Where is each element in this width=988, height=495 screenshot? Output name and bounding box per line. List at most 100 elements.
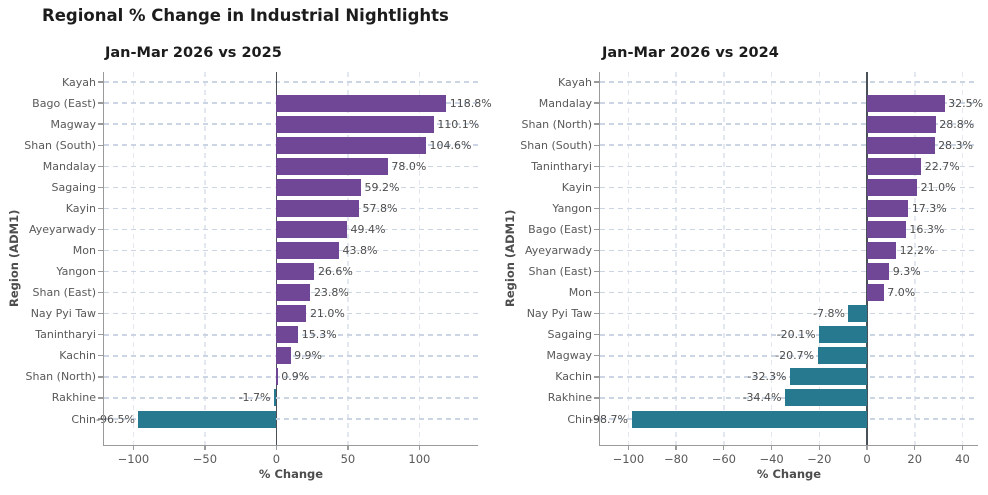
value-label: 49.4% (350, 222, 386, 236)
y-tick-mark (594, 102, 599, 104)
row-gridline (600, 270, 978, 273)
x-tick-label: −100 (612, 452, 645, 466)
y-tick-mark (98, 313, 103, 315)
x-tick-label: 20 (907, 452, 923, 466)
x-tick-label: 100 (408, 452, 431, 466)
category-label: Shan (East) (528, 265, 592, 279)
y-tick-mark (594, 376, 599, 378)
bar-bago-east- (276, 94, 447, 112)
category-label: Magway (50, 117, 96, 131)
row-gridline (600, 123, 978, 125)
bar-shan-north- (276, 368, 278, 386)
value-label: 118.8% (449, 96, 492, 110)
category-label: Shan (South) (520, 138, 592, 152)
x-tick-label: 0 (272, 452, 281, 466)
y-tick-mark (98, 270, 103, 273)
value-label: 7.0% (887, 286, 916, 300)
vertical-gridline (818, 72, 821, 445)
row-gridline (600, 312, 978, 315)
y-tick-mark (594, 418, 599, 420)
category-label: Mandalay (42, 159, 96, 173)
x-tick-mark (866, 446, 868, 450)
y-tick-mark (98, 165, 103, 167)
bar-magway (817, 347, 868, 365)
vertical-gridline (723, 72, 725, 445)
x-tick-label: 50 (340, 452, 356, 466)
vertical-gridline (627, 72, 630, 445)
y-tick-mark (594, 228, 599, 231)
bar-chin (138, 410, 277, 428)
x-tick-mark (347, 446, 349, 450)
bar-shan-north- (867, 115, 936, 133)
bar-tanintharyi (867, 157, 922, 175)
value-label: -98.7% (589, 412, 628, 426)
bar-bago-east- (867, 220, 906, 238)
category-label: Chin (71, 412, 96, 426)
value-label: 15.3% (301, 328, 337, 342)
value-label: 16.3% (909, 222, 945, 236)
y-tick-mark (594, 144, 599, 146)
category-label: Nay Pyi Taw (30, 307, 96, 321)
row-gridline (600, 144, 978, 146)
y-tick-mark (98, 81, 103, 83)
value-label: 43.8% (342, 244, 378, 257)
value-label: 22.7% (924, 159, 960, 173)
y-tick-mark (594, 81, 599, 83)
y-tick-mark (594, 397, 599, 399)
row-gridline (600, 291, 978, 294)
vertical-gridline (132, 72, 135, 445)
category-label: Ayeyarwady (28, 222, 96, 236)
category-label: Kayah (62, 75, 96, 89)
x-tick-mark (961, 446, 964, 450)
category-label: Tanintharyi (35, 328, 96, 342)
category-label: Nay Pyi Taw (526, 307, 592, 321)
category-label: Mandalay (538, 96, 592, 110)
bar-tanintharyi (276, 326, 299, 344)
plot-area-2026-vs-2024: −100 −80 −60 −40 −20 0 20 40 Kayah Mandalay 32.5% S… (520, 72, 983, 466)
value-label: 26.6% (317, 265, 353, 279)
bar-magway (276, 115, 434, 133)
category-label: Kayah (558, 75, 592, 89)
category-label: Shan (East) (32, 286, 96, 300)
row-gridline (104, 376, 478, 378)
row-gridline (600, 186, 978, 189)
category-label: Shan (North) (25, 370, 96, 384)
category-label: Kayin (65, 201, 96, 215)
y-tick-mark (98, 376, 103, 378)
x-tick-mark (627, 446, 630, 450)
value-label: 21.0% (920, 180, 956, 194)
bar-mandalay (867, 94, 945, 112)
x-tick-mark (132, 446, 135, 450)
category-label: Mon (72, 244, 96, 257)
row-gridline (600, 355, 978, 357)
category-label: Sagaing (51, 180, 96, 194)
bar-ayeyarwady (276, 220, 348, 238)
y-tick-mark (98, 144, 103, 146)
category-label: Yangon (552, 201, 592, 215)
vertical-gridline (675, 72, 677, 445)
value-label: 0.9% (281, 370, 310, 384)
row-gridline (104, 355, 478, 357)
y-tick-mark (594, 123, 599, 125)
x-tick-label: −20 (807, 452, 832, 466)
value-label: -32.3% (747, 370, 787, 384)
value-label: 32.5% (948, 96, 984, 110)
x-tick-mark (818, 446, 820, 450)
bar-sagaing (276, 178, 362, 196)
x-tick-label: −100 (117, 452, 150, 466)
value-label: 104.6% (429, 138, 472, 152)
y-axis-spine (599, 72, 601, 445)
bar-kayin (276, 199, 360, 217)
x-tick-label: −60 (711, 452, 736, 466)
bar-shan-south- (867, 136, 935, 154)
x-tick-label: −80 (663, 452, 689, 466)
value-label: 28.8% (939, 117, 975, 131)
vertical-gridline (204, 72, 206, 445)
category-label: Yangon (56, 265, 96, 279)
vertical-gridline (418, 72, 421, 445)
value-label: -34.4% (742, 391, 782, 405)
value-label: -1.7% (238, 391, 271, 405)
category-label: Kachin (59, 349, 96, 363)
bar-yangon (276, 263, 315, 281)
x-axis-label-left: % Change (258, 467, 324, 481)
